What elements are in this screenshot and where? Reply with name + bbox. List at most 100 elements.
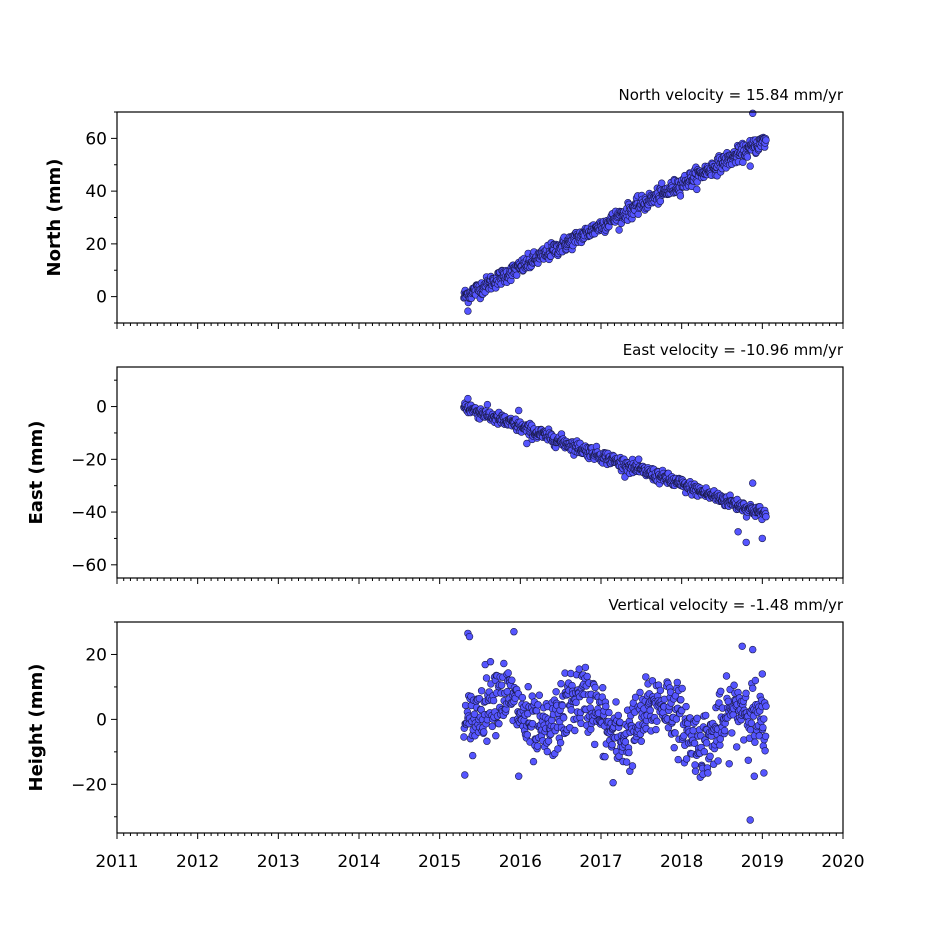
- x-tick-label: 2020: [821, 852, 864, 872]
- data-point-212: [554, 745, 562, 753]
- data-point-680: [761, 732, 770, 740]
- data-point-575: [715, 699, 723, 707]
- data-point-526: [693, 714, 701, 722]
- data-point-443: [656, 197, 665, 205]
- data-point-253: [572, 698, 580, 707]
- data-point-208: [552, 688, 560, 696]
- data-point-157: [529, 757, 538, 766]
- data-point-446: [657, 179, 666, 187]
- data-point-592: [722, 672, 731, 680]
- data-point-397: [636, 688, 644, 697]
- x-tick-label: 2015: [418, 852, 461, 872]
- data-point-380: [628, 762, 637, 770]
- data-point-657: [751, 676, 760, 685]
- data-point-225: [559, 714, 568, 722]
- panel-title: East velocity = -10.96 mm/yr: [623, 341, 844, 359]
- panel-title: North velocity = 15.84 mm/yr: [619, 86, 844, 104]
- outlier-point: [746, 162, 754, 170]
- data-point-313: [598, 683, 607, 692]
- y-tick-label: 60: [85, 129, 107, 149]
- data-point-387: [631, 693, 640, 701]
- data-point-674: [759, 723, 767, 732]
- data-point-598: [725, 760, 733, 768]
- data-point-24: [470, 710, 479, 718]
- data-point-145: [524, 682, 532, 691]
- data-point-188: [543, 747, 551, 756]
- data-point-85: [497, 681, 506, 689]
- data-point-435: [653, 717, 661, 725]
- y-tick-label: −20: [71, 450, 107, 470]
- data-point-577: [716, 741, 724, 749]
- y-tick-label: −20: [71, 775, 107, 795]
- outlier-point: [464, 307, 472, 315]
- y-tick-label: 0: [96, 288, 107, 308]
- outlier-point: [746, 816, 754, 824]
- outlier-point: [523, 439, 531, 448]
- data-point-132: [518, 693, 527, 702]
- outlier-point: [760, 769, 768, 777]
- x-tick-label: 2012: [176, 852, 219, 872]
- panels: 0 20 40 60 North velocity = 15.84 mm/yr North…: [26, 86, 865, 872]
- outlier-point: [464, 394, 472, 403]
- data-point-64: [488, 722, 496, 731]
- data-point-318: [601, 752, 609, 761]
- data-point-72: [492, 731, 500, 740]
- data-point-278: [583, 672, 591, 681]
- data-point-274: [581, 663, 590, 672]
- data-point-222: [558, 701, 567, 710]
- data-point-400: [637, 737, 645, 745]
- data-point-466: [666, 688, 675, 696]
- y-tick-label: 40: [85, 182, 107, 202]
- data-point-443: [656, 686, 665, 695]
- data-point-51: [482, 674, 491, 682]
- x-tick-label: 2018: [660, 852, 703, 872]
- data-point-656: [751, 738, 759, 746]
- data-point-681: [762, 512, 770, 521]
- data-point-350: [615, 226, 623, 234]
- data-point-609: [730, 681, 738, 689]
- outlier-point: [514, 772, 523, 780]
- data-point-45: [480, 728, 488, 736]
- data-point-555: [706, 752, 714, 760]
- data-point-364: [621, 738, 630, 746]
- data-point-219: [557, 679, 565, 688]
- data-point-481: [673, 678, 681, 687]
- data-point-496: [680, 732, 688, 740]
- data-point-166: [533, 742, 542, 750]
- outlier-point: [750, 772, 758, 780]
- data-point-242: [567, 706, 575, 714]
- data-point-0: [460, 733, 468, 741]
- panel-1: 0 20 40 60 North velocity = 15.84 mm/yr North…: [44, 86, 844, 329]
- data-point-143: [523, 731, 531, 739]
- y-axis-label: North (mm): [44, 159, 65, 277]
- data-point-348: [614, 711, 622, 720]
- outlier-point: [758, 670, 766, 678]
- data-point-260: [575, 665, 583, 673]
- data-point-60: [486, 657, 495, 666]
- data-point-525: [693, 185, 701, 194]
- data-point-394: [634, 455, 643, 463]
- outlier-point: [742, 538, 750, 547]
- data-point-573: [714, 757, 722, 765]
- outlier-point: [758, 534, 766, 543]
- data-point-296: [591, 683, 599, 692]
- data-point-367: [622, 758, 631, 766]
- data-point-363: [621, 473, 629, 481]
- data-point-636: [742, 689, 750, 697]
- y-axis-label: East (mm): [26, 421, 47, 525]
- outlier-point: [514, 406, 523, 415]
- data-point-218: [556, 738, 565, 747]
- data-point-615: [732, 743, 741, 751]
- data-point-522: [691, 767, 700, 775]
- data-point-651: [748, 684, 757, 692]
- data-point-52: [483, 737, 491, 745]
- outlier-point: [748, 645, 757, 654]
- data-point-108: [508, 676, 516, 684]
- data-point-492: [678, 684, 686, 693]
- outlier-point: [510, 627, 518, 636]
- data-point-343: [612, 698, 620, 706]
- data-point-547: [702, 739, 711, 747]
- x-tick-label: 2016: [499, 852, 542, 872]
- data-point-588: [720, 726, 729, 735]
- data-point-90: [500, 659, 508, 668]
